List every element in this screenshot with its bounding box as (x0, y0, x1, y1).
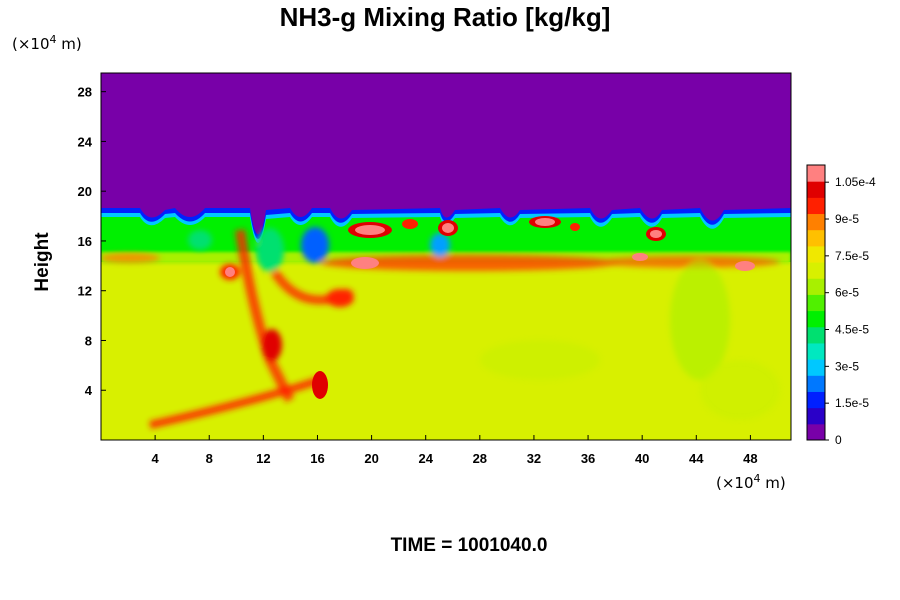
x-tick-label: 40 (635, 451, 649, 466)
colorbar-swatch (807, 326, 825, 344)
colorbar-tick-label: 0 (835, 433, 842, 447)
colorbar-tick-label: 1.05e-4 (835, 175, 876, 189)
colorbar-swatch (807, 262, 825, 279)
x-tick-label: 28 (473, 451, 487, 466)
x-tick-label: 36 (581, 451, 595, 466)
y-axis-label: Height (32, 232, 53, 292)
colorbar-swatch (807, 391, 825, 409)
plot-frame (100, 72, 792, 441)
colorbar-swatch (807, 342, 825, 360)
colorbar-tick-label: 1.5e-5 (835, 396, 869, 410)
y-tick-label: 28 (78, 85, 92, 100)
colorbar-swatch (807, 294, 825, 312)
colorbar-tick-label: 4.5e-5 (835, 323, 869, 337)
x-tick-label: 12 (256, 451, 270, 466)
x-tick-label: 20 (364, 451, 378, 466)
x-tick-label: 32 (527, 451, 541, 466)
colorbar-swatch (807, 229, 825, 247)
time-label: TIME = 1001040.0 (391, 535, 548, 556)
colorbar-swatch (807, 197, 825, 215)
colorbar-swatch (807, 181, 825, 198)
y-tick-label: 12 (78, 284, 92, 299)
x-tick-label: 16 (310, 451, 324, 466)
y-unit-label: (×104 m) (12, 33, 82, 53)
colorbar (806, 164, 826, 441)
x-tick-label: 44 (689, 451, 704, 466)
colorbar-swatch (807, 407, 825, 425)
colorbar-ticks: 0 1.5e-5 3e-5 4.5e-5 6e-5 7.5e-5 9e-5 1.05e-4 (825, 175, 876, 447)
colorbar-tick-label: 9e-5 (835, 212, 859, 226)
colorbar-swatch (807, 165, 825, 182)
y-tick-label: 16 (78, 234, 92, 249)
colorbar-frame (806, 164, 826, 441)
colorbar-tick-label: 7.5e-5 (835, 249, 869, 263)
chart-title: NH3-g Mixing Ratio [kg/kg] (280, 2, 611, 32)
x-tick-label: 48 (743, 451, 757, 466)
y-tick-label: 8 (85, 333, 92, 348)
x-unit-label: (×104 m) (716, 472, 786, 492)
colorbar-tick-label: 6e-5 (835, 286, 859, 300)
colorbar-tick-label: 3e-5 (835, 359, 859, 373)
x-tick-label: 24 (418, 451, 433, 466)
cloud-cells (225, 216, 755, 399)
x-tick-label: 4 (152, 451, 160, 466)
y-tick-label: 24 (78, 134, 93, 149)
colorbar-swatch (807, 245, 825, 263)
plot-area (101, 73, 791, 440)
y-axis-ticks: 4 8 12 16 20 24 28 (78, 85, 106, 398)
colorbar-swatch (807, 310, 825, 328)
colorbar-swatch (807, 375, 825, 392)
y-tick-label: 4 (85, 383, 93, 398)
turbulence-features (101, 227, 780, 429)
colorbar-swatch (807, 423, 825, 441)
colorbar-swatch (807, 213, 825, 231)
x-axis-ticks: 4 8 12 16 20 24 28 32 36 40 44 48 (152, 435, 758, 466)
y-tick-label: 20 (78, 184, 92, 199)
colorbar-swatch (807, 278, 825, 295)
x-tick-label: 8 (206, 451, 213, 466)
colorbar-swatch (807, 359, 825, 376)
